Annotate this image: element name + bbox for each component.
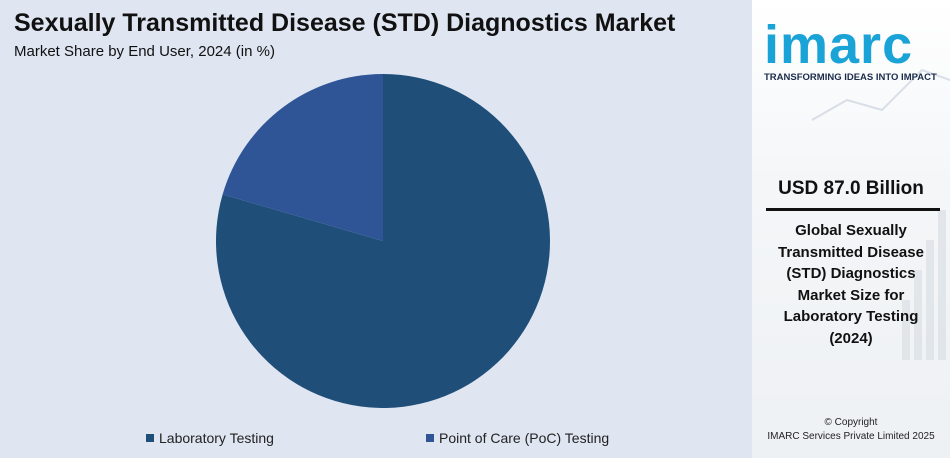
chart-subtitle: Market Share by End User, 2024 (in %) xyxy=(14,43,275,60)
legend-label: Point of Care (PoC) Testing xyxy=(439,430,610,446)
logo-tagline: TRANSFORMING IDEAS INTO IMPACT xyxy=(764,72,937,83)
description-line: Transmitted Disease xyxy=(778,243,924,261)
imarc-logo: imarc xyxy=(764,15,914,75)
side-panel: imarc TRANSFORMING IDEAS INTO IMPACT USD… xyxy=(752,0,950,458)
chart-title: Sexually Transmitted Disease (STD) Diagn… xyxy=(14,9,676,37)
copyright-line: IMARC Services Private Limited 2025 xyxy=(767,431,935,442)
legend-label: Laboratory Testing xyxy=(159,430,274,446)
pie-chart xyxy=(216,74,550,408)
legend-swatch xyxy=(426,434,434,442)
description-line: Market Size for xyxy=(797,286,905,304)
pie-slice-point-of-care-poc-testing xyxy=(222,74,383,241)
market-size-value: USD 87.0 Billion xyxy=(778,178,924,199)
copyright: © Copyright IMARC Services Private Limit… xyxy=(752,416,950,444)
legend: Laboratory Testing Point of Care (PoC) T… xyxy=(0,430,752,450)
description-line: Laboratory Testing xyxy=(783,308,919,325)
background-chart-decoration xyxy=(811,68,950,360)
divider xyxy=(766,208,940,211)
legend-item-point-of-care-testing: Point of Care (PoC) Testing xyxy=(426,430,609,446)
copyright-line: © Copyright xyxy=(824,417,878,428)
description-line: Global Sexually xyxy=(795,222,907,239)
legend-item-laboratory-testing: Laboratory Testing xyxy=(146,430,274,446)
market-size-description: Global Sexually Transmitted Disease (STD… xyxy=(762,220,940,349)
description-line: (STD) Diagnostics xyxy=(786,265,916,282)
description-line: (2024) xyxy=(829,329,873,347)
legend-swatch xyxy=(146,434,154,442)
chart-panel: Sexually Transmitted Disease (STD) Diagn… xyxy=(0,0,752,458)
